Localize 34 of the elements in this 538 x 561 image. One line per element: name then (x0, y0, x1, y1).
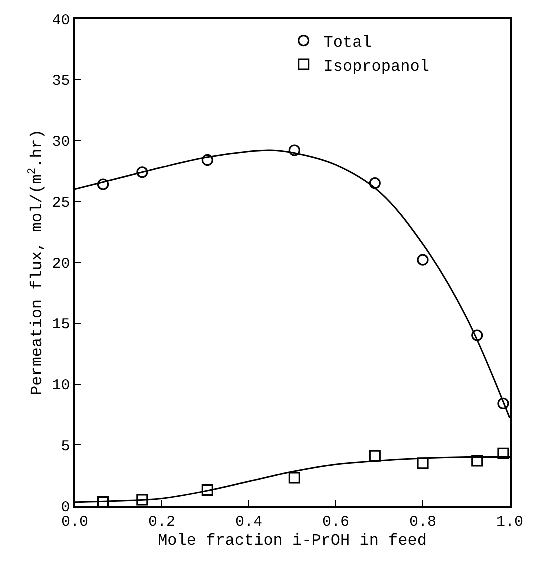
point (369, 450, 381, 462)
y-tick-label: 30 (52, 134, 70, 151)
text: 0.0 (61, 514, 89, 531)
x-tick-label: 0.6 (322, 514, 350, 531)
x-tick-label: 0.4 (235, 514, 263, 531)
y-tick-label: 0 (61, 499, 70, 516)
y-tick-label: 15 (52, 316, 70, 334)
y-tick-label: 40 (52, 12, 70, 30)
point (288, 472, 300, 484)
legend-label: Total (324, 34, 372, 52)
y-tick-label: 35 (52, 73, 70, 90)
point (369, 178, 381, 190)
x-tick-label: 0.8 (409, 514, 437, 531)
y-tick-label: 5 (61, 438, 70, 456)
point (417, 458, 429, 470)
point (288, 144, 300, 156)
point (136, 166, 148, 178)
point (97, 496, 110, 506)
text: 1.0 (496, 514, 524, 531)
point (472, 330, 484, 342)
y-tick-label: 20 (52, 256, 70, 273)
point (472, 455, 484, 467)
point (417, 254, 429, 266)
point (202, 484, 214, 496)
x-tick-label: 0.2 (148, 514, 176, 531)
point (202, 154, 214, 166)
y-tick-label: 25 (52, 194, 70, 212)
legend-label: Isopropanol (324, 58, 430, 76)
point (97, 178, 110, 190)
x-axis-title: Mole fraction i-PrOH in feed (158, 532, 427, 550)
point (136, 494, 148, 506)
point (498, 398, 510, 410)
y-tick-label: 10 (52, 378, 70, 394)
point (498, 448, 510, 460)
